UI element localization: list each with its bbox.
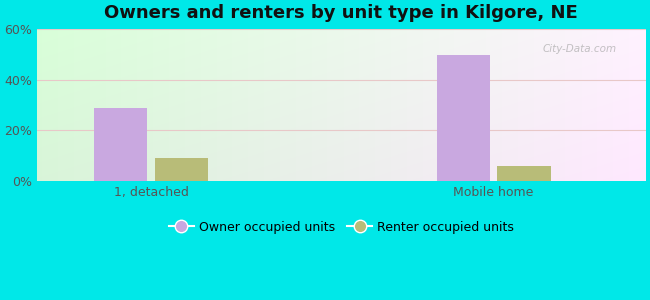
Bar [497,166,551,181]
Legend: Owner occupied units, Renter occupied units: Owner occupied units, Renter occupied un… [164,216,519,238]
Bar [437,55,490,181]
Bar [94,108,148,181]
Title: Owners and renters by unit type in Kilgore, NE: Owners and renters by unit type in Kilgo… [105,4,578,22]
Text: City-Data.com: City-Data.com [542,44,616,54]
Bar [155,158,208,181]
